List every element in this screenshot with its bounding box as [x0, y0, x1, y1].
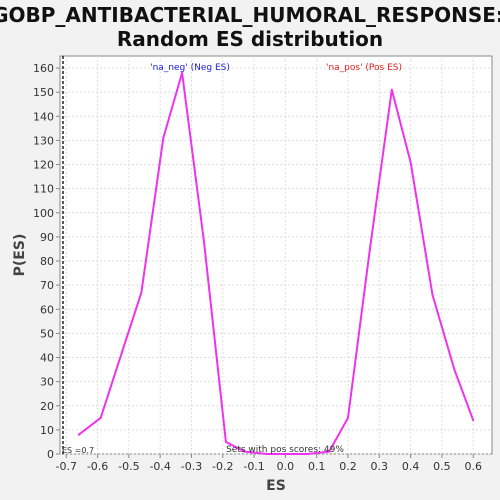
- data-point: [224, 440, 227, 443]
- data-point: [243, 450, 246, 453]
- data-point: [140, 291, 143, 294]
- series-group: [77, 71, 475, 455]
- x-axis-ticks: -0.7 -0.6 -0.5 -0.4 -0.3 -0.2 -0.1 0.0 0.1 0.2 0.3…: [56, 454, 482, 473]
- y-tick-label: 130: [33, 134, 54, 147]
- y-tick-label: 120: [33, 159, 54, 172]
- data-point: [347, 416, 349, 419]
- y-tick-label: 100: [33, 207, 54, 220]
- x-tick-label: -0.1: [243, 460, 264, 473]
- y-tick-label: 90: [40, 231, 54, 244]
- data-point: [306, 453, 309, 455]
- sets-pos-scores-text: Sets with pos scores: 49%: [226, 445, 344, 455]
- x-tick-label: 0.5: [433, 460, 451, 473]
- y-tick-label: 70: [40, 279, 54, 292]
- data-point: [453, 368, 456, 371]
- x-tick-label: -0.5: [118, 460, 139, 473]
- y-tick-label: 150: [33, 86, 54, 99]
- data-point: [181, 71, 184, 74]
- y-axis-ticks: 0 10 20 30 40 50 60 70 80 90 100 110 120 130 140 150 160: [33, 62, 60, 461]
- x-tick-label: -0.2: [212, 460, 233, 473]
- y-tick-label: 140: [33, 110, 54, 123]
- x-tick-label: -0.7: [56, 460, 77, 473]
- y-tick-label: 10: [40, 424, 54, 437]
- y-tick-label: 160: [33, 62, 54, 75]
- y-tick-label: 0: [47, 448, 54, 461]
- x-tick-label: 0.1: [308, 460, 326, 473]
- data-point: [431, 293, 434, 296]
- x-axis-label: ES: [266, 478, 286, 494]
- x-tick-label: 0.3: [371, 460, 389, 473]
- plot-area: [59, 55, 493, 455]
- x-tick-label: -0.3: [181, 460, 202, 473]
- x-tick-label: 0.0: [277, 460, 295, 473]
- y-tick-label: 80: [40, 255, 54, 268]
- data-point: [121, 349, 124, 352]
- data-point: [409, 161, 412, 164]
- neg-es-label: 'na_neg' (Neg ES): [150, 63, 230, 73]
- data-point: [203, 240, 205, 243]
- data-point: [368, 247, 371, 250]
- y-tick-label: 30: [40, 376, 54, 389]
- data-point: [328, 450, 331, 453]
- y-tick-label: 110: [33, 183, 54, 196]
- grid-lines: [60, 56, 492, 455]
- es-marker-label: ES =0.7: [62, 446, 94, 455]
- es-distribution-line: [78, 71, 475, 455]
- y-tick-label: 40: [40, 352, 54, 365]
- data-point: [77, 433, 80, 436]
- x-tick-label: -0.4: [149, 460, 170, 473]
- chart-title-line-1: GOBP_ANTIBACTERIAL_HUMORAL_RESPONSE:: [0, 3, 500, 27]
- chart-title-line-2: Random ES distribution: [117, 27, 383, 51]
- x-tick-label: 0.2: [339, 460, 357, 473]
- y-tick-label: 60: [40, 303, 54, 316]
- data-point: [390, 88, 393, 91]
- y-tick-label: 50: [40, 327, 54, 340]
- x-tick-label: 0.4: [402, 460, 420, 473]
- data-point: [162, 137, 165, 140]
- x-tick-label: -0.6: [87, 460, 108, 473]
- data-point: [472, 419, 475, 422]
- data-point: [99, 416, 102, 419]
- data-point: [265, 453, 268, 455]
- x-tick-label: 0.6: [464, 460, 482, 473]
- y-axis-label: P(ES): [12, 234, 28, 277]
- pos-es-label: 'na_pos' (Pos ES): [326, 63, 402, 73]
- data-point: [284, 453, 287, 455]
- y-tick-label: 20: [40, 400, 54, 413]
